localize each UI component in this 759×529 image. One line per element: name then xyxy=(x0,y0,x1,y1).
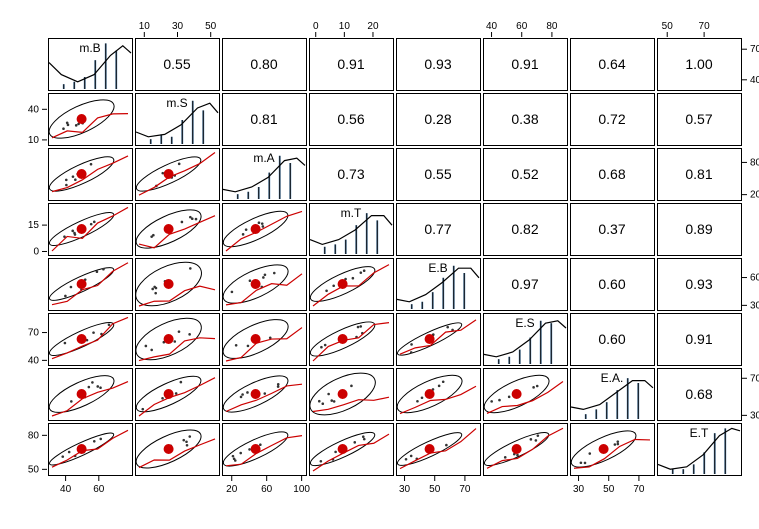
axis-tick-label: 100 xyxy=(293,484,310,495)
axis-tick-label: 80 xyxy=(546,21,558,32)
variable-label: m.B xyxy=(79,41,100,55)
correlation-value: 0.38 xyxy=(511,111,538,127)
pairs-plot: m.B 0.55 0.80 0.91 0.93 0.91 0.64 1.00 m.S 0.81 0.… xyxy=(0,0,759,529)
variable-label: E.T xyxy=(690,426,709,440)
correlation-value: 0.55 xyxy=(424,166,451,182)
variable-label: E.A. xyxy=(601,371,624,385)
axis-tick-label: 70 xyxy=(633,484,645,495)
axis-tick-label: 60 xyxy=(750,273,759,284)
correlation-value: 0.73 xyxy=(337,166,364,182)
axis-tick-label: 10 xyxy=(139,21,151,32)
correlation-value: 0.37 xyxy=(598,221,625,237)
axis-tick-label: 30 xyxy=(573,484,585,495)
axis-tick-label: 60 xyxy=(93,484,105,495)
variable-label: m.S xyxy=(166,96,187,110)
axis-tick-label: 10 xyxy=(339,21,351,32)
axis-tick-label: 30 xyxy=(750,410,759,421)
variable-label: E.S xyxy=(515,316,534,330)
axis-tick-label: 30 xyxy=(172,21,184,32)
axis-tick-label: 70 xyxy=(28,328,40,339)
axis-tick-label: 40 xyxy=(60,484,72,495)
axis-tick-label: 20 xyxy=(367,21,379,32)
axis-tick-label: 15 xyxy=(28,220,40,231)
axis-tick-label: 50 xyxy=(28,464,40,475)
axis-tick-label: 20 xyxy=(226,484,238,495)
correlation-value: 0.56 xyxy=(337,111,364,127)
correlation-value: 0.89 xyxy=(685,221,712,237)
correlation-value: 0.81 xyxy=(685,166,712,182)
variable-label: m.A xyxy=(253,151,274,165)
correlation-value: 0.97 xyxy=(511,276,538,292)
correlation-value: 0.91 xyxy=(511,56,538,72)
correlation-value: 0.57 xyxy=(685,111,712,127)
axis-tick-label: 0 xyxy=(313,21,319,32)
correlation-value: 0.60 xyxy=(598,331,625,347)
axis-tick-label: 50 xyxy=(662,21,674,32)
axis-tick-label: 20 xyxy=(750,190,759,201)
axis-tick-label: 30 xyxy=(399,484,411,495)
axis-tick-label: 50 xyxy=(603,484,615,495)
correlation-value: 0.91 xyxy=(685,331,712,347)
axis-tick-label: 80 xyxy=(28,430,40,441)
axis-tick-label: 70 xyxy=(750,373,759,384)
axis-tick-label: 40 xyxy=(750,75,759,86)
correlation-value: 0.80 xyxy=(250,56,277,72)
correlation-value: 0.64 xyxy=(598,56,625,72)
correlation-value: 0.55 xyxy=(163,56,190,72)
axis-tick-label: 60 xyxy=(516,21,528,32)
axis-tick-label: 60 xyxy=(261,484,273,495)
correlation-value: 0.82 xyxy=(511,221,538,237)
correlation-value: 0.68 xyxy=(685,386,712,402)
variable-label: m.T xyxy=(341,206,362,220)
axis-tick-label: 70 xyxy=(750,44,759,55)
axis-tick-label: 40 xyxy=(486,21,498,32)
correlation-value: 0.60 xyxy=(598,276,625,292)
correlation-value: 0.93 xyxy=(424,56,451,72)
correlation-value: 0.91 xyxy=(337,56,364,72)
correlation-value: 0.72 xyxy=(598,111,625,127)
axis-tick-label: 30 xyxy=(750,300,759,311)
axis-tick-label: 10 xyxy=(28,135,40,146)
correlation-value: 0.81 xyxy=(250,111,277,127)
axis-tick-label: 80 xyxy=(750,157,759,168)
axis-tick-label: 50 xyxy=(429,484,441,495)
axis-tick-label: 40 xyxy=(28,104,40,115)
correlation-value: 1.00 xyxy=(685,56,712,72)
axis-tick-label: 0 xyxy=(33,246,39,257)
axis-tick-label: 70 xyxy=(459,484,471,495)
axis-tick-label: 40 xyxy=(28,355,40,366)
correlation-value: 0.93 xyxy=(685,276,712,292)
axis-tick-label: 50 xyxy=(205,21,217,32)
correlation-value: 0.52 xyxy=(511,166,538,182)
axis-tick-label: 70 xyxy=(699,21,711,32)
correlation-value: 0.68 xyxy=(598,166,625,182)
variable-label: E.B xyxy=(428,261,447,275)
correlation-value: 0.28 xyxy=(424,111,451,127)
correlation-value: 0.77 xyxy=(424,221,451,237)
